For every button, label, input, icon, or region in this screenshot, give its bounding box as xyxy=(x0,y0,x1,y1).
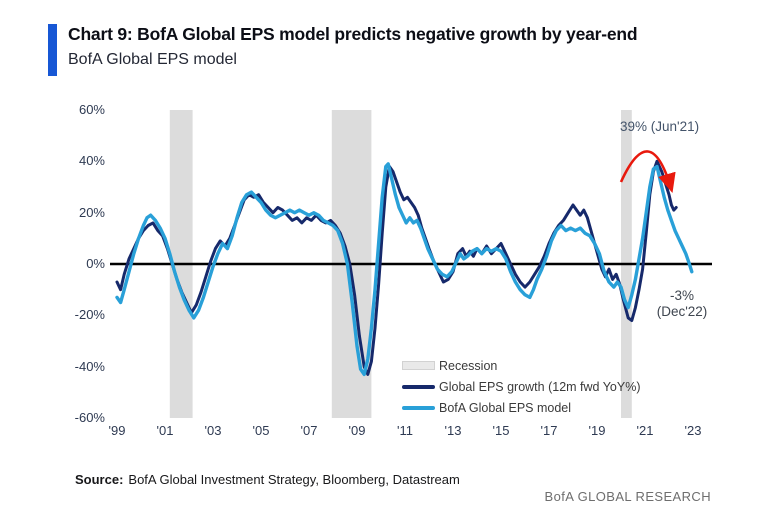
x-tick-label: '01 xyxy=(156,423,174,438)
legend-item-recession: Recession xyxy=(402,355,641,376)
annotation-end-line1: -3% xyxy=(669,288,694,303)
legend: Recession Global EPS growth (12m fwd YoY… xyxy=(402,355,641,418)
y-tick-label: 60% xyxy=(78,102,105,117)
series-line-2 xyxy=(115,162,694,377)
annotation-peak-value: 39% (Jun'21) xyxy=(620,119,700,134)
brand-mark: BofA GLOBAL RESEARCH xyxy=(544,489,711,504)
legend-label: Global EPS growth (12m fwd YoY%) xyxy=(439,379,641,394)
x-tick-label: '03 xyxy=(204,423,222,438)
eps-growth-line-icon xyxy=(402,384,435,389)
chart-subtitle: BofA Global EPS model xyxy=(68,51,237,68)
source-label: Source: xyxy=(75,472,124,487)
x-tick-label: '07 xyxy=(300,423,318,438)
y-tick-label: 40% xyxy=(78,153,105,169)
annotation-end-value: -3% (Dec'22) xyxy=(640,288,724,320)
chart-title: Chart 9: BofA Global EPS model predicts … xyxy=(68,24,638,44)
eps-model-line-icon xyxy=(402,405,435,410)
x-tick-label: '23 xyxy=(684,423,702,438)
x-tick-label: '11 xyxy=(397,423,413,438)
x-tick-label: '99 xyxy=(108,423,126,438)
source-text: BofA Global Investment Strategy, Bloombe… xyxy=(128,472,460,487)
x-tick-label: '09 xyxy=(348,423,366,438)
x-tick-label: '19 xyxy=(588,423,606,438)
x-tick-label: '05 xyxy=(252,423,270,438)
legend-item-eps-model: BofA Global EPS model xyxy=(402,397,641,418)
x-tick-label: '21 xyxy=(636,423,654,438)
y-tick-label: 20% xyxy=(78,204,105,220)
y-tick-label: 0% xyxy=(86,256,105,271)
title-accent-bar xyxy=(48,24,57,76)
legend-label: BofA Global EPS model xyxy=(439,400,572,415)
y-axis: 60% 40% 20% 0% -20% -40% -60% xyxy=(40,0,105,530)
recession-swatch-icon xyxy=(402,361,435,370)
y-tick-label: -40% xyxy=(74,358,105,374)
legend-item-eps-growth: Global EPS growth (12m fwd YoY%) xyxy=(402,376,641,397)
y-tick-label: -60% xyxy=(74,410,105,425)
x-tick-label: '13 xyxy=(444,423,462,438)
x-tick-label: '15 xyxy=(492,423,510,438)
legend-label: Recession xyxy=(439,358,498,373)
x-tick-label: '17 xyxy=(540,423,558,438)
y-tick-label: -20% xyxy=(74,307,105,323)
source-line: Source: BofA Global Investment Strategy, … xyxy=(75,472,460,487)
annotation-end-line2: (Dec'22) xyxy=(656,304,708,319)
